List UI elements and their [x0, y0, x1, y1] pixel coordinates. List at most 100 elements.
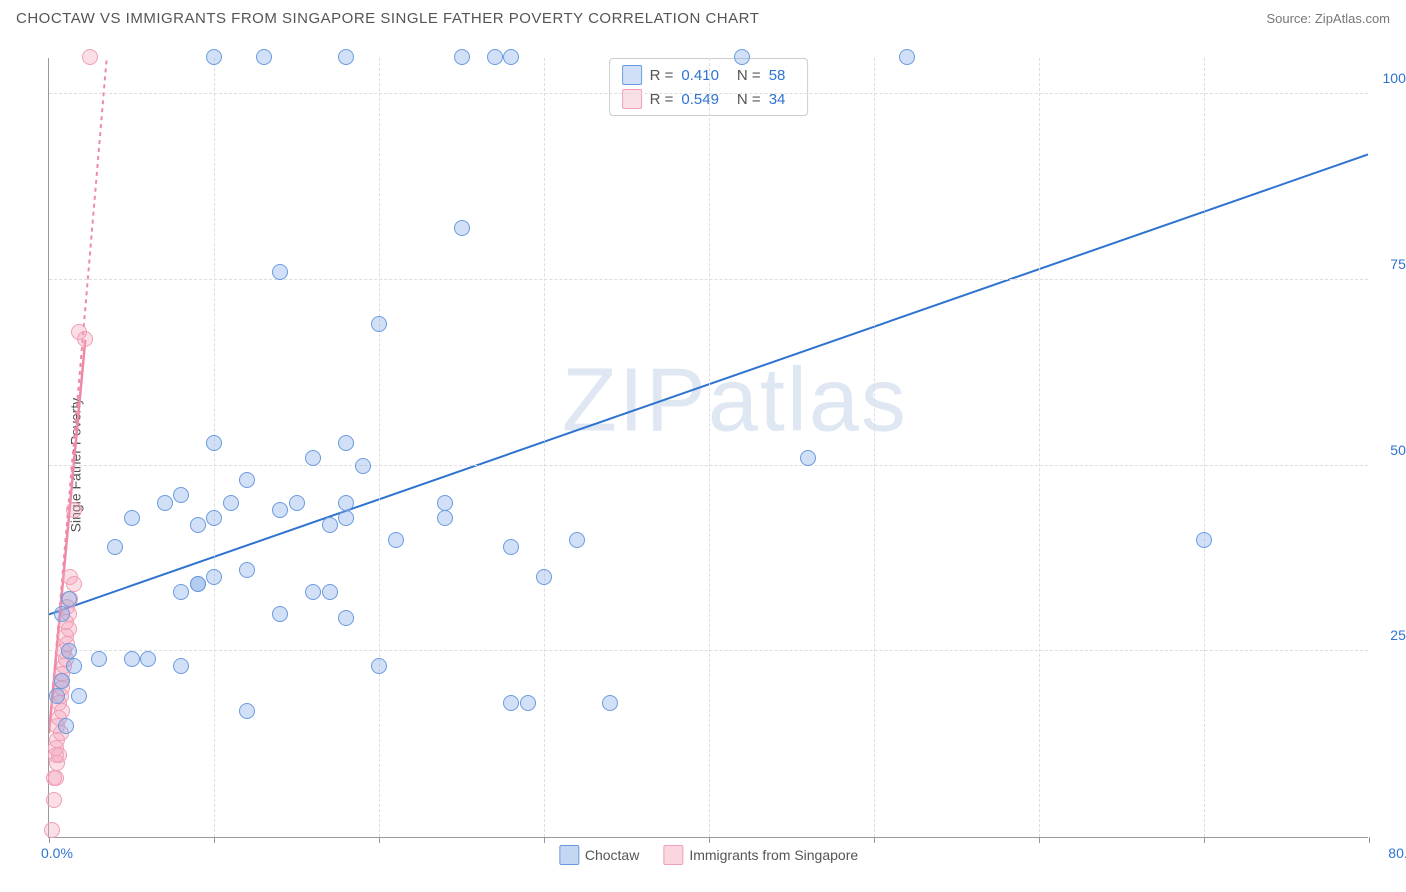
- gridline-v: [874, 58, 875, 837]
- data-point: [173, 658, 189, 674]
- data-point: [61, 621, 77, 637]
- data-point: [899, 49, 915, 65]
- data-point: [734, 49, 750, 65]
- series-legend: Choctaw Immigrants from Singapore: [559, 845, 858, 865]
- data-point: [124, 510, 140, 526]
- data-point: [503, 539, 519, 555]
- x-tick: [874, 837, 875, 843]
- data-point: [54, 606, 70, 622]
- data-point: [536, 569, 552, 585]
- data-point: [569, 532, 585, 548]
- series-legend-item-2: Immigrants from Singapore: [663, 845, 858, 865]
- x-tick: [49, 837, 50, 843]
- data-point: [140, 651, 156, 667]
- chart-container: Single Father Poverty ZIPatlas R = 0.410…: [0, 38, 1406, 892]
- data-point: [454, 49, 470, 65]
- data-point: [91, 651, 107, 667]
- n-label: N =: [737, 67, 761, 84]
- data-point: [66, 502, 82, 518]
- series1-swatch: [559, 845, 579, 865]
- data-point: [305, 584, 321, 600]
- data-point: [206, 510, 222, 526]
- data-point: [437, 495, 453, 511]
- data-point: [602, 695, 618, 711]
- watermark-atlas: atlas: [708, 350, 908, 450]
- data-point: [157, 495, 173, 511]
- data-point: [239, 703, 255, 719]
- gridline-v: [379, 58, 380, 837]
- gridline-v: [1039, 58, 1040, 837]
- r-label: R =: [650, 67, 674, 84]
- series1-swatch: [622, 65, 642, 85]
- y-tick-label: 25.0%: [1374, 627, 1406, 643]
- y-tick-label: 100.0%: [1374, 70, 1406, 86]
- data-point: [272, 264, 288, 280]
- data-point: [48, 770, 64, 786]
- data-point: [206, 569, 222, 585]
- x-tick: [1039, 837, 1040, 843]
- data-point: [338, 495, 354, 511]
- data-point: [190, 576, 206, 592]
- data-point: [239, 562, 255, 578]
- x-tick: [544, 837, 545, 843]
- gridline-v: [1204, 58, 1205, 837]
- data-point: [66, 658, 82, 674]
- data-point: [437, 510, 453, 526]
- series1-name: Choctaw: [585, 847, 639, 863]
- gridline-v: [544, 58, 545, 837]
- data-point: [388, 532, 404, 548]
- data-point: [305, 450, 321, 466]
- data-point: [239, 472, 255, 488]
- data-point: [54, 703, 70, 719]
- source-attribution: Source: ZipAtlas.com: [1266, 11, 1390, 26]
- data-point: [223, 495, 239, 511]
- data-point: [49, 688, 65, 704]
- data-point: [54, 673, 70, 689]
- data-point: [520, 695, 536, 711]
- data-point: [58, 718, 74, 734]
- data-point: [1196, 532, 1212, 548]
- data-point: [173, 584, 189, 600]
- data-point: [289, 495, 305, 511]
- data-point: [322, 517, 338, 533]
- data-point: [46, 792, 62, 808]
- series2-name: Immigrants from Singapore: [689, 847, 858, 863]
- data-point: [338, 610, 354, 626]
- series2-swatch: [622, 89, 642, 109]
- series1-n-value: 58: [769, 67, 786, 84]
- watermark: ZIPatlas: [562, 349, 908, 452]
- data-point: [51, 747, 67, 763]
- data-point: [800, 450, 816, 466]
- x-tick: [1369, 837, 1370, 843]
- data-point: [61, 591, 77, 607]
- series-legend-item-1: Choctaw: [559, 845, 639, 865]
- data-point: [338, 510, 354, 526]
- data-point: [206, 435, 222, 451]
- data-point: [44, 822, 60, 838]
- x-tick: [709, 837, 710, 843]
- data-point: [61, 643, 77, 659]
- series1-r-value: 0.410: [681, 67, 719, 84]
- series2-swatch: [663, 845, 683, 865]
- data-point: [338, 49, 354, 65]
- data-point: [371, 658, 387, 674]
- data-point: [173, 487, 189, 503]
- data-point: [77, 331, 93, 347]
- data-point: [272, 502, 288, 518]
- chart-header: CHOCTAW VS IMMIGRANTS FROM SINGAPORE SIN…: [0, 0, 1406, 33]
- chart-title: CHOCTAW VS IMMIGRANTS FROM SINGAPORE SIN…: [16, 10, 759, 27]
- data-point: [71, 688, 87, 704]
- x-tick-label-max: 80.0%: [1388, 845, 1406, 861]
- gridline-v: [709, 58, 710, 837]
- data-point: [107, 539, 123, 555]
- y-tick-label: 50.0%: [1374, 442, 1406, 458]
- data-point: [272, 606, 288, 622]
- data-point: [322, 584, 338, 600]
- data-point: [355, 458, 371, 474]
- data-point: [206, 49, 222, 65]
- data-point: [338, 435, 354, 451]
- x-tick: [1204, 837, 1205, 843]
- data-point: [503, 695, 519, 711]
- x-tick: [379, 837, 380, 843]
- data-point: [454, 220, 470, 236]
